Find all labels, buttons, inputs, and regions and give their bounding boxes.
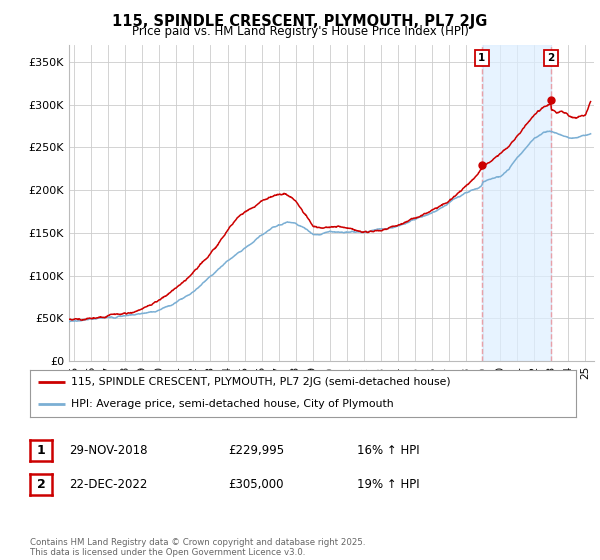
Text: 115, SPINDLE CRESCENT, PLYMOUTH, PL7 2JG: 115, SPINDLE CRESCENT, PLYMOUTH, PL7 2JG bbox=[112, 14, 488, 29]
Text: 29-NOV-2018: 29-NOV-2018 bbox=[69, 444, 148, 458]
Text: 2: 2 bbox=[547, 53, 554, 63]
Text: 1: 1 bbox=[478, 53, 485, 63]
Text: 22-DEC-2022: 22-DEC-2022 bbox=[69, 478, 148, 491]
Text: 19% ↑ HPI: 19% ↑ HPI bbox=[357, 478, 419, 491]
Text: Price paid vs. HM Land Registry's House Price Index (HPI): Price paid vs. HM Land Registry's House … bbox=[131, 25, 469, 38]
Text: 16% ↑ HPI: 16% ↑ HPI bbox=[357, 444, 419, 458]
Text: Contains HM Land Registry data © Crown copyright and database right 2025.
This d: Contains HM Land Registry data © Crown c… bbox=[30, 538, 365, 557]
Bar bbox=[482, 45, 551, 361]
Text: 1: 1 bbox=[37, 444, 46, 458]
Text: 115, SPINDLE CRESCENT, PLYMOUTH, PL7 2JG (semi-detached house): 115, SPINDLE CRESCENT, PLYMOUTH, PL7 2JG… bbox=[71, 377, 451, 388]
Text: HPI: Average price, semi-detached house, City of Plymouth: HPI: Average price, semi-detached house,… bbox=[71, 399, 394, 409]
Text: 2: 2 bbox=[37, 478, 46, 491]
Text: £229,995: £229,995 bbox=[228, 444, 284, 458]
Text: £305,000: £305,000 bbox=[228, 478, 284, 491]
